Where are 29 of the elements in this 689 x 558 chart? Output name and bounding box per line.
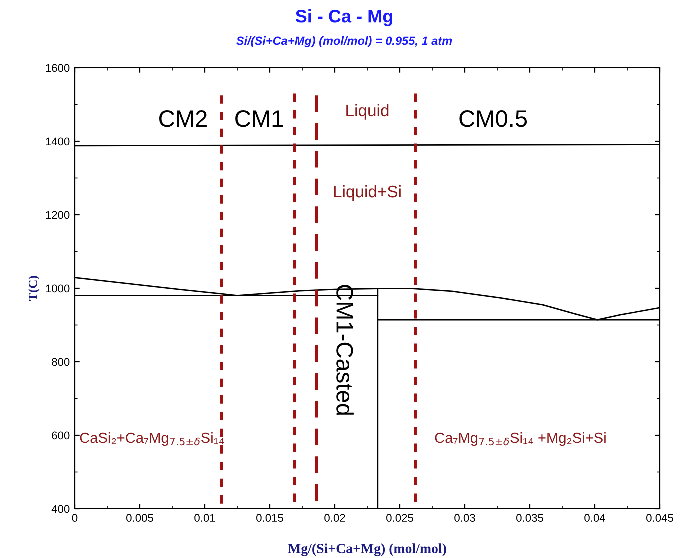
y-tick-label: 1000: [46, 284, 70, 293]
x-tick-label: 0.035: [516, 514, 544, 522]
annotation: Liquid+Si: [334, 185, 401, 202]
annotation: CM1-Casted: [336, 285, 354, 415]
annotation: Ca₇Mg$_{7.5±δ}$Si₁₄ +Mg₂Si+Si: [435, 432, 606, 446]
y-axis-title: T(C): [28, 276, 40, 302]
x-tick-label: 0: [72, 514, 78, 522]
y-tick-label: 1200: [46, 211, 70, 220]
x-tick-label: 0.025: [386, 514, 414, 522]
y-tick-label: 1600: [46, 64, 70, 72]
annotation: CaSi₂+Ca₇Mg$_{7.5±δ}$Si₁₄: [80, 432, 224, 446]
y-tick-label: 400: [52, 505, 70, 514]
x-axis-title: Mg/(Si+Ca+Mg) (mol/mol): [288, 544, 446, 556]
annotation: CM0.5: [460, 110, 528, 128]
chart-title: Si - Ca - Mg: [296, 10, 392, 26]
annotation: Liquid: [346, 104, 389, 120]
annotation: CM2: [160, 110, 207, 128]
x-tick-label: 0.01: [194, 514, 216, 522]
x-tick-label: 0.005: [126, 514, 154, 522]
x-tick-label: 0.02: [324, 514, 346, 522]
y-tick-label: 600: [52, 432, 70, 440]
chart-subtitle: Si/(Si+Ca+Mg) (mol/mol) = 0.955, 1 atm: [236, 36, 452, 48]
annotation: CM1: [236, 110, 284, 128]
x-tick-label: 0.03: [454, 514, 476, 522]
x-tick-label: 0.045: [646, 514, 674, 522]
y-tick-label: 1400: [46, 138, 70, 146]
x-tick-label: 0.015: [256, 514, 284, 522]
x-tick-label: 0.04: [584, 514, 606, 522]
y-tick-label: 800: [52, 358, 70, 366]
